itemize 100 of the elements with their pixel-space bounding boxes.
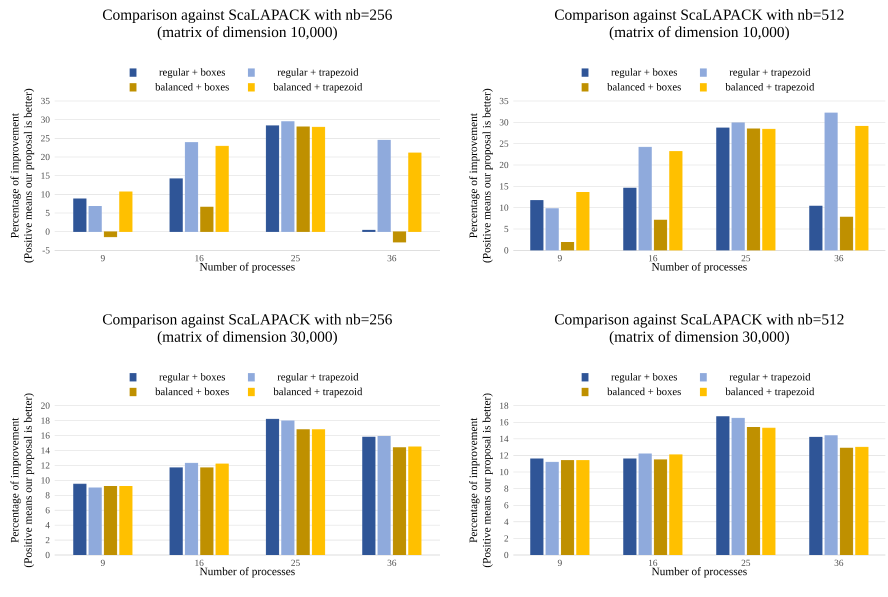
y-tick-label: 30 xyxy=(41,116,50,123)
bar xyxy=(392,447,406,555)
x-tick-label: 16 xyxy=(648,560,658,566)
legend-label: balanced + trapezoid xyxy=(273,83,362,93)
chart-title: Comparison against ScaLAPACK with nb=256 (matrix of dimension 30,000) xyxy=(102,314,392,345)
legend-label: regular + trapezoid xyxy=(729,68,810,78)
legend-label: balanced + boxes xyxy=(155,388,229,396)
legend-label: regular + trapezoid xyxy=(277,68,358,78)
y-tick-label: 20 xyxy=(41,402,50,409)
y-tick-label: 12 xyxy=(500,452,508,459)
bar xyxy=(576,192,590,250)
x-axis-title: Number of processes xyxy=(200,262,295,273)
bar xyxy=(716,128,730,250)
y-tick-label: 14 xyxy=(500,436,508,442)
y-tick-label: 20 xyxy=(41,154,50,160)
bar xyxy=(732,122,745,250)
y-tick-label: 35 xyxy=(500,98,508,104)
legend-label: balanced + boxes xyxy=(607,388,681,396)
y-tick-label: 2 xyxy=(46,536,50,544)
bar xyxy=(623,188,636,250)
y-tick-label: 18 xyxy=(500,402,508,409)
bar xyxy=(104,486,118,555)
x-tick-label: 36 xyxy=(388,560,396,566)
legend-label: balanced + trapezoid xyxy=(725,83,814,93)
y-tick-label: 6 xyxy=(504,502,508,508)
bar xyxy=(73,198,86,232)
y-tick-label: 15 xyxy=(500,183,508,190)
y-axis-title: Percentage of improvement (Positive means our proposal is better) xyxy=(469,393,493,568)
x-axis-title: Number of processes xyxy=(652,567,747,578)
y-tick-label: 20 xyxy=(500,162,508,168)
x-tick-label: 36 xyxy=(834,560,844,566)
y-axis-title: Percentage of improvement (Positive means our proposal is better) xyxy=(10,88,34,263)
x-tick-label: 9 xyxy=(100,255,105,262)
x-tick-label: 25 xyxy=(291,560,300,566)
y-tick-label: 8 xyxy=(504,485,508,492)
y-tick-label: 0 xyxy=(46,552,50,558)
x-tick-label: 16 xyxy=(195,255,204,262)
bar xyxy=(546,462,559,555)
legend-label: regular + boxes xyxy=(611,68,678,78)
bar xyxy=(546,208,559,250)
y-tick-label: -5 xyxy=(42,247,50,254)
bar xyxy=(669,454,682,555)
bar xyxy=(200,467,214,555)
bar xyxy=(746,426,760,555)
x-tick-label: 36 xyxy=(388,255,396,262)
bar xyxy=(638,454,652,555)
bar xyxy=(184,142,198,232)
x-tick-label: 9 xyxy=(558,255,562,262)
bar xyxy=(560,460,574,555)
x-tick-label: 9 xyxy=(558,560,562,566)
y-tick-label: 18 xyxy=(41,417,50,424)
bar xyxy=(88,488,102,555)
bar xyxy=(104,231,118,238)
y-tick-label: 10 xyxy=(500,468,508,476)
bar xyxy=(824,112,838,250)
x-tick-label: 36 xyxy=(834,255,844,262)
bar xyxy=(119,191,132,232)
x-tick-label: 16 xyxy=(195,560,204,566)
chart-title: Comparison against ScaLAPACK with nb=512 (matrix of dimension 30,000) xyxy=(554,314,844,345)
y-axis-title: Percentage of improvement (Positive means our proposal is better) xyxy=(10,393,34,568)
legend-label: balanced + boxes xyxy=(155,83,229,91)
bar xyxy=(809,206,822,250)
y-tick-label: 16 xyxy=(41,432,50,439)
y-tick-label: 2 xyxy=(504,535,508,542)
y-tick-label: 10 xyxy=(500,204,508,211)
legend-label: regular + trapezoid xyxy=(277,372,358,383)
chart-title: Comparison against ScaLAPACK with nb=512 (matrix of dimension 10,000) xyxy=(554,9,844,40)
y-tick-label: 15 xyxy=(41,172,50,179)
y-tick-label: 6 xyxy=(46,507,50,514)
bar xyxy=(119,486,132,555)
y-tick-label: 10 xyxy=(41,477,50,484)
y-tick-label: 25 xyxy=(41,135,50,142)
bar xyxy=(762,128,776,250)
y-tick-label: 0 xyxy=(504,247,508,254)
bar xyxy=(762,428,776,555)
y-tick-label: 4 xyxy=(45,522,50,528)
x-tick-label: 25 xyxy=(742,255,750,262)
x-tick-label: 25 xyxy=(742,560,750,566)
bar xyxy=(408,152,422,232)
legend-label: regular + boxes xyxy=(611,372,678,383)
y-tick-label: 10 xyxy=(41,191,50,198)
bar xyxy=(281,420,294,555)
bar xyxy=(296,126,310,232)
bar xyxy=(669,151,682,250)
bar xyxy=(296,429,310,555)
bar xyxy=(824,435,838,555)
x-axis-title: Number of processes xyxy=(652,262,747,273)
y-tick-label: 5 xyxy=(504,226,508,232)
legend-label: balanced + boxes xyxy=(607,83,681,91)
y-tick-label: 30 xyxy=(500,119,508,126)
bar xyxy=(88,206,102,232)
y-tick-label: 14 xyxy=(41,447,50,454)
bar xyxy=(312,429,326,555)
legend-label: regular + boxes xyxy=(159,68,226,78)
y-tick-label: 0 xyxy=(504,552,508,558)
legend-label: balanced + trapezoid xyxy=(725,388,814,398)
y-tick-label: 5 xyxy=(46,210,50,216)
bar xyxy=(378,436,391,555)
y-tick-label: 4 xyxy=(504,518,508,525)
bar xyxy=(654,459,668,555)
